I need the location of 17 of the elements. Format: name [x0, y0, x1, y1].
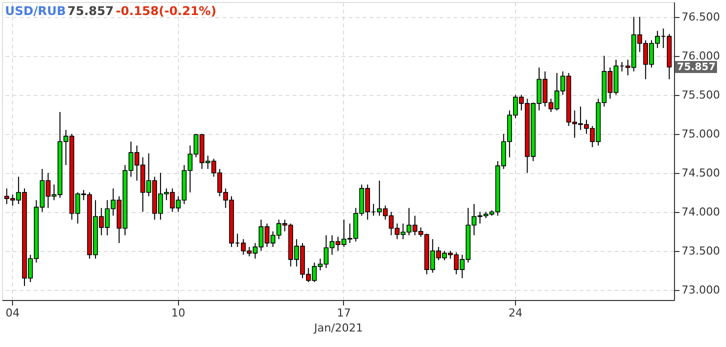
text: 75.857 [677, 62, 716, 73]
chart-title: USD/RUB [5, 4, 66, 18]
y-tick-label: 75.500 [682, 88, 720, 102]
x-tick-label: 04 [6, 306, 20, 320]
y-tick-label: 75.000 [682, 127, 720, 140]
y-tick-label: 73.500 [682, 244, 720, 258]
annotation: 75.857 [67, 4, 114, 18]
x-tick-label: 24 [508, 306, 522, 320]
y-tick-label: 76.000 [682, 49, 720, 62]
x-tick-label: 17 [336, 306, 351, 320]
y-tick-label: 76.500 [682, 10, 720, 24]
y-tick-label: 74.500 [682, 166, 720, 180]
x-axis-title: Jan/2021 [313, 322, 363, 334]
y-tick-label: 73.000 [682, 283, 720, 296]
y-tick-label: 74.000 [682, 205, 720, 218]
x-tick-label: 10 [171, 306, 186, 320]
annotation: -0.158(-0.21%) [116, 4, 216, 18]
